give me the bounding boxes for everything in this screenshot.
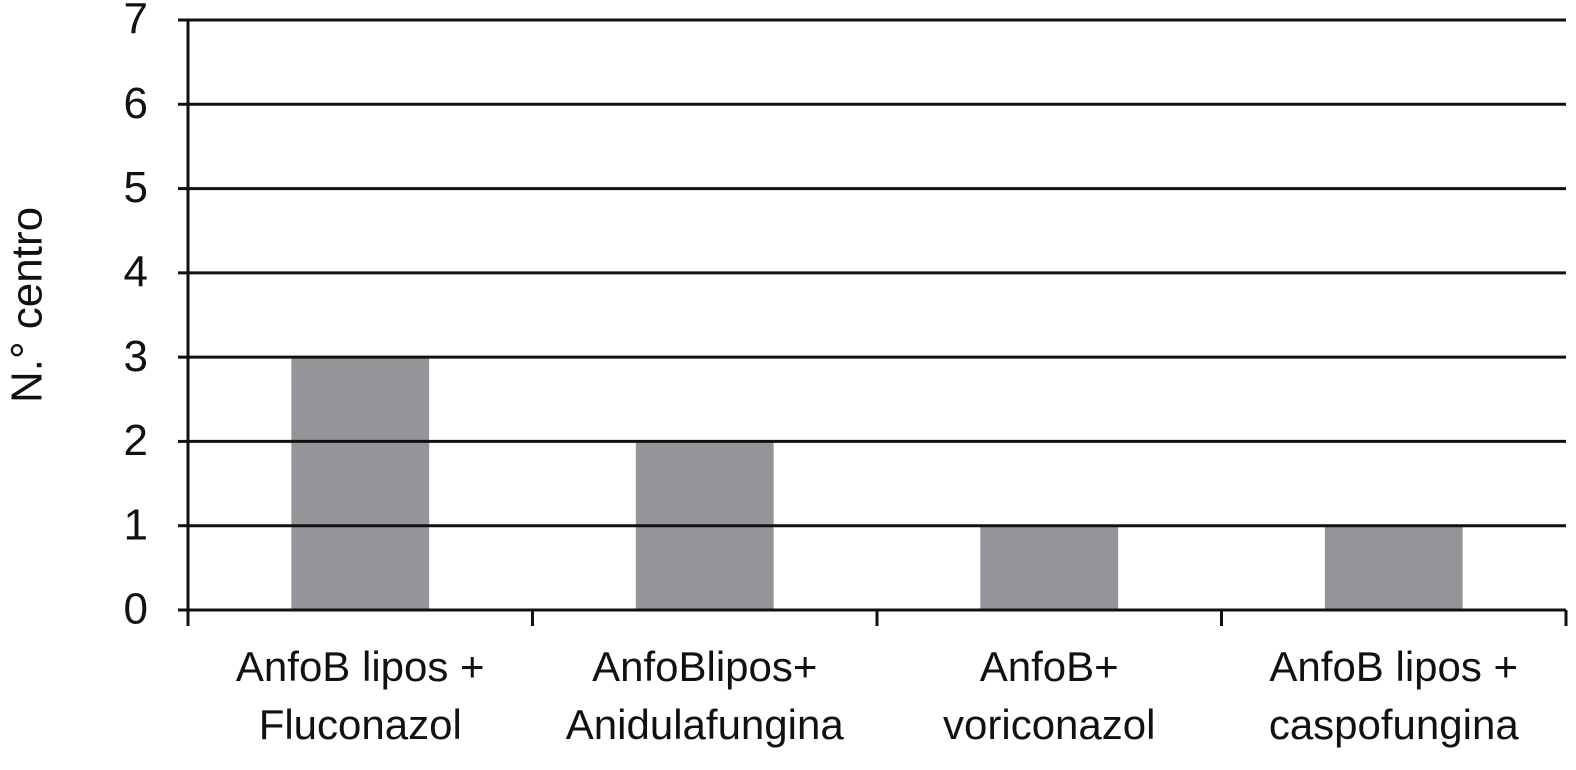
x-tick-label: AnfoB lipos + bbox=[1269, 643, 1518, 690]
x-tick-label: Fluconazol bbox=[259, 701, 462, 748]
x-tick-label: caspofungina bbox=[1269, 701, 1520, 748]
x-tick-label: AnfoBlipos+ bbox=[592, 643, 817, 690]
y-axis-label: N.° centro bbox=[3, 207, 52, 403]
bar bbox=[291, 357, 430, 610]
bar bbox=[1324, 525, 1463, 610]
y-tick-label: 1 bbox=[124, 500, 148, 549]
x-tick-label: AnfoB lipos + bbox=[236, 643, 485, 690]
y-tick-label: 3 bbox=[124, 332, 148, 381]
x-tick-label: Anidulafungina bbox=[566, 701, 845, 748]
y-tick-label: 0 bbox=[124, 585, 148, 634]
x-tick-label: voriconazol bbox=[943, 701, 1155, 748]
y-tick-label: 4 bbox=[124, 247, 148, 296]
bar bbox=[980, 525, 1119, 610]
x-tick-label: AnfoB+ bbox=[980, 643, 1119, 690]
y-tick-label: 5 bbox=[124, 163, 148, 212]
y-tick-label: 6 bbox=[124, 79, 148, 128]
y-tick-label: 7 bbox=[124, 0, 148, 44]
y-tick-label: 2 bbox=[124, 416, 148, 465]
